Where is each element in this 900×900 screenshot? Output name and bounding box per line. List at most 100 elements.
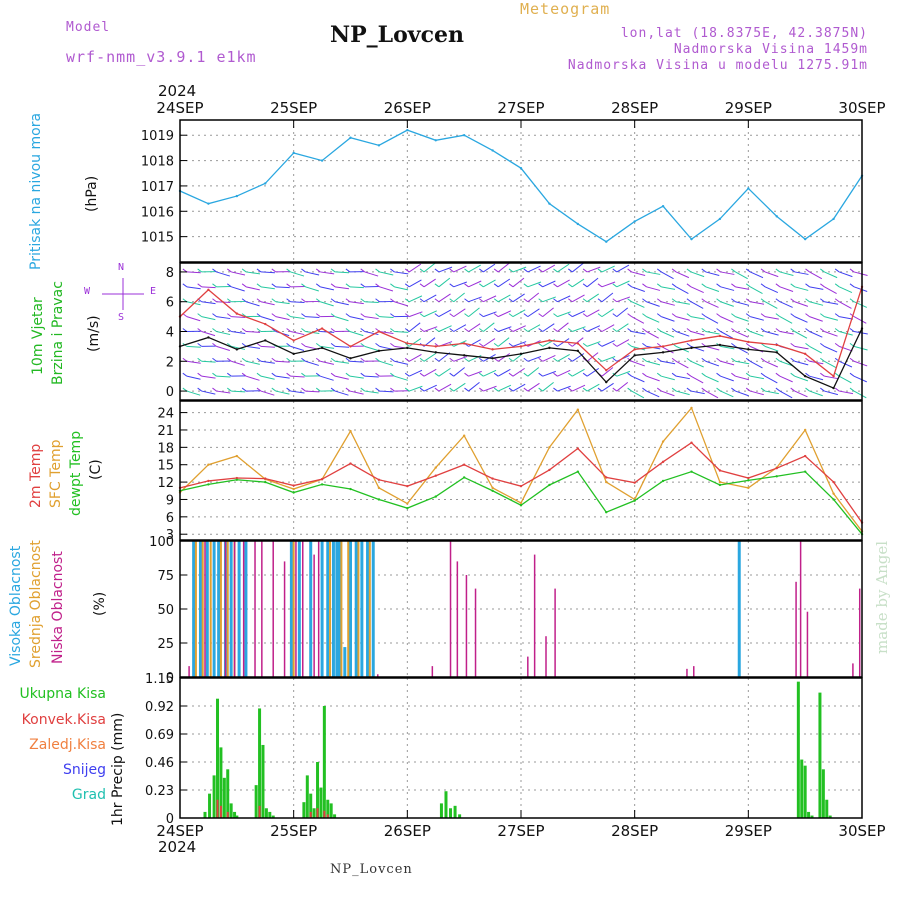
wind-arrow-head (790, 387, 795, 392)
cloud-bar-high (237, 541, 241, 677)
pressure-ytick-label: 1017 (141, 180, 174, 195)
wind-arrow (320, 360, 335, 365)
wind-arrow-head (419, 328, 425, 332)
x-axis-label-top: 25SEP (270, 99, 317, 117)
wind-arrow-head (479, 357, 484, 362)
wind-arrow-head (360, 328, 366, 332)
wind-arrow (542, 296, 556, 303)
wind-arrow-head (760, 283, 766, 288)
wind-arrow-head (790, 372, 795, 377)
wind-arrow (675, 331, 690, 337)
wind-gust-line-point (718, 334, 722, 338)
compass-east-label: E (150, 286, 157, 297)
cloud-bar-high (366, 541, 370, 677)
wind-arrow-head (642, 313, 647, 318)
wind-arrow-head (479, 298, 484, 303)
wind-arrow (512, 383, 526, 392)
wind-arrow (379, 390, 394, 393)
wind-arrow-head (419, 268, 425, 273)
precip-conv-bar (216, 799, 219, 818)
wind-arrow (572, 368, 585, 377)
wind-arrow-head (375, 313, 380, 318)
wind-arrow-head (523, 268, 529, 273)
wind-arrow-head (790, 357, 795, 362)
wind-arrow-head (404, 372, 410, 377)
wind-arrow (394, 331, 409, 333)
pressure-line-point (718, 217, 722, 221)
cloud-bar-high (354, 541, 358, 677)
wind-arrow (320, 375, 334, 381)
dewpoint-line-point (747, 479, 750, 482)
wind-arrow (246, 286, 260, 291)
wind-arrow-head (449, 283, 454, 288)
cloud-bar-mid (219, 541, 222, 677)
wind-arrow-head (464, 313, 469, 318)
dewpoint-line-point (690, 470, 693, 473)
wind-arrow-head (612, 313, 618, 318)
wind-arrow (839, 345, 853, 352)
x-axis-label-top: 29SEP (725, 99, 772, 117)
wind-arrow-head (197, 342, 202, 347)
wind-arrow (839, 316, 854, 320)
wind-arrow (409, 311, 423, 318)
wind-arrow (468, 381, 480, 392)
temp-ytick-label: 18 (157, 441, 174, 456)
precip-ytick-label: 0.92 (145, 700, 174, 715)
wind-arrow-head (671, 372, 677, 377)
wind-arrow-head (360, 283, 366, 288)
wind-arrow-head (790, 283, 795, 288)
wind-arrow-head (775, 372, 781, 377)
wind-arrow-head (701, 283, 707, 288)
dewpoint-line-point (406, 506, 409, 510)
wind-arrow (824, 286, 837, 294)
precip-total-bar (818, 692, 822, 818)
cloud-bar-low (533, 554, 536, 677)
wind-arrow (438, 383, 452, 392)
dewpoint-line-point (633, 499, 636, 502)
wind-arrow (750, 390, 764, 396)
wind-arrow-head (656, 372, 662, 377)
wind-arrow (453, 308, 466, 318)
wind-arrow (497, 353, 511, 362)
wind-arrow (809, 301, 824, 306)
wind-arrow (186, 286, 201, 290)
wind-arrow (349, 331, 364, 337)
wind-arrow-head (849, 283, 855, 288)
wind-arrow-head (642, 328, 647, 332)
wind-arrow (438, 367, 451, 377)
wind-arrow-head (493, 298, 499, 303)
wind-arrow (320, 301, 334, 307)
wind-arrow (749, 360, 763, 369)
wind-arrow-head (686, 387, 692, 392)
precip-total-bar (803, 765, 807, 818)
wind-arrow-head (716, 283, 721, 288)
wind-arrow (764, 360, 779, 368)
wind-arrow-head (656, 268, 662, 273)
wind-arrow (231, 331, 246, 334)
wind-arrow (409, 385, 423, 392)
credit-watermark: made by Angel (873, 540, 891, 654)
wind-arrow (779, 301, 793, 308)
wind-arrow (853, 360, 868, 367)
wind-arrow-head (775, 298, 781, 303)
wind-arrow (364, 390, 379, 394)
wind-arrow-head (197, 372, 202, 377)
wind-speed-line-point (576, 349, 580, 353)
cloud-bar-low (686, 668, 688, 677)
wind-arrow-head (390, 298, 395, 303)
pressure-line-point (349, 136, 352, 139)
wind-arrow-head (360, 268, 366, 273)
wind-arrow-head (226, 313, 232, 318)
wind-arrow-head (508, 342, 514, 347)
wind-arrow (542, 381, 554, 392)
wind-arrow-head (241, 387, 247, 392)
wind-arrow-head (849, 372, 855, 377)
temp-2m-line-point (292, 484, 295, 487)
wind-arrow (705, 331, 720, 335)
wind-arrow-head (330, 268, 336, 273)
wind-arrow (349, 390, 364, 395)
wind-arrow (586, 309, 600, 318)
wind-gust-line-point (690, 339, 693, 342)
wind-arrow (186, 390, 201, 396)
